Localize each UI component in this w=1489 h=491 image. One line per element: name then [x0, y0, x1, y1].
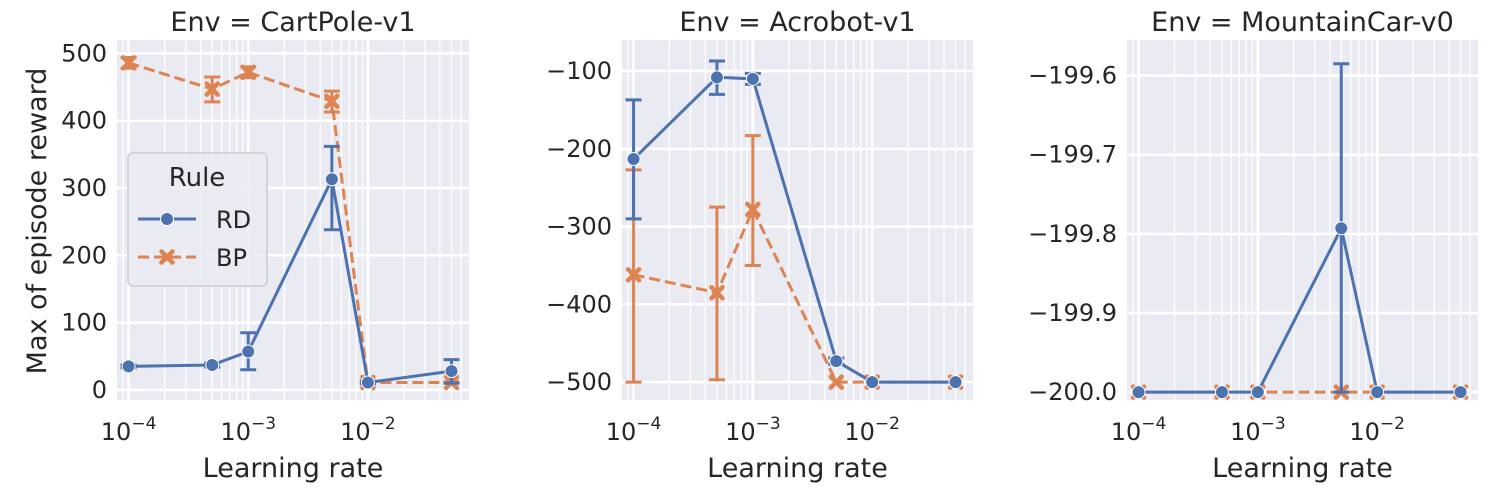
- x-axis-label: Learning rate: [1212, 453, 1393, 484]
- series-rd: [625, 59, 963, 390]
- x-tick-label: 10−3: [725, 414, 781, 446]
- y-axis-label: Max of episode reward: [22, 68, 53, 375]
- x-tick-label: 10−2: [844, 414, 900, 446]
- data-point: [948, 375, 963, 390]
- x-axis-label: Learning rate: [203, 453, 384, 484]
- data-point: [829, 354, 844, 369]
- data-point: [626, 151, 641, 166]
- legend-label: RD: [216, 206, 251, 234]
- y-tick-label: −200.0: [1028, 378, 1117, 406]
- x-tick-label: 10−3: [1230, 414, 1286, 446]
- y-tick-label: −199.7: [1028, 141, 1117, 169]
- y-tick-label: −100: [546, 57, 612, 85]
- legend-marker: [160, 212, 174, 226]
- panel-1: 10−4 10−3 10−2 0 100 200 300 400 500 Env = CartPo…: [61, 7, 469, 484]
- series-line: [632, 75, 956, 384]
- data-point: [1453, 385, 1468, 400]
- data-point: [324, 93, 340, 109]
- panel-title: Env = CartPole-v1: [170, 7, 415, 38]
- panel-title: Env = Acrobot-v1: [679, 7, 915, 38]
- series-rd: [120, 144, 460, 390]
- data-point: [1370, 385, 1385, 400]
- data-point: [1214, 385, 1229, 400]
- legend-marker: [159, 249, 175, 265]
- x-tick-label: 10−4: [101, 414, 157, 446]
- x-tick-label: 10−4: [1111, 414, 1167, 446]
- y-tick-label: 400: [61, 107, 107, 135]
- data-point: [1250, 385, 1265, 400]
- y-tick-label: −199.6: [1028, 62, 1117, 90]
- panel-title: Env = MountainCar-v0: [1151, 7, 1454, 38]
- y-tick-label: −199.8: [1028, 220, 1117, 248]
- panel-2: 10−4 10−3 10−2 −500 −400 −300 −200 −100 Env = Ac…: [546, 7, 973, 484]
- y-tick-label: −400: [546, 290, 612, 318]
- y-tick-label: 300: [61, 174, 107, 202]
- data-point: [745, 201, 761, 218]
- y-tick-label: −199.9: [1028, 299, 1117, 327]
- series-line: [128, 61, 452, 384]
- legend-label: BP: [216, 244, 247, 272]
- y-tick-label: 200: [61, 241, 107, 269]
- data-point: [709, 70, 724, 85]
- legend-title: Rule: [169, 163, 226, 193]
- y-tick-label: 500: [61, 39, 107, 67]
- data-point: [240, 64, 256, 81]
- data-point: [709, 284, 725, 301]
- data-point: [1334, 221, 1349, 236]
- series-line: [128, 177, 452, 384]
- y-tick-label: 0: [92, 376, 107, 404]
- data-point: [444, 364, 459, 379]
- data-point: [204, 81, 220, 97]
- series-line: [1138, 226, 1461, 394]
- data-point: [828, 374, 845, 390]
- data-point: [865, 375, 880, 390]
- y-tick-label: −200: [546, 135, 612, 163]
- plot-area: [1127, 40, 1478, 400]
- data-point: [360, 375, 375, 390]
- panel-3: 10−4 10−3 10−2 −200.0 −199.9 −199.8 −199.7 −199…: [1028, 7, 1478, 484]
- legend: Rule RD BP: [127, 152, 268, 287]
- series-rd: [1131, 62, 1468, 400]
- x-tick-label: 10−4: [606, 414, 662, 446]
- data-point: [745, 71, 760, 86]
- y-tick-label: −500: [546, 368, 612, 396]
- data-point: [324, 172, 339, 187]
- y-tick-label: 100: [61, 309, 107, 337]
- data-point: [241, 344, 256, 359]
- x-axis-label: Learning rate: [707, 453, 888, 484]
- y-tick-label: −300: [546, 213, 612, 241]
- plot-area: [622, 40, 973, 400]
- data-point: [625, 267, 642, 283]
- x-tick-label: 10−2: [1349, 414, 1405, 446]
- x-tick-label: 10−3: [220, 414, 276, 446]
- x-tick-label: 10−2: [340, 414, 396, 446]
- data-point: [121, 359, 136, 374]
- data-point: [1131, 385, 1146, 400]
- data-point: [205, 358, 220, 373]
- data-point: [120, 55, 137, 71]
